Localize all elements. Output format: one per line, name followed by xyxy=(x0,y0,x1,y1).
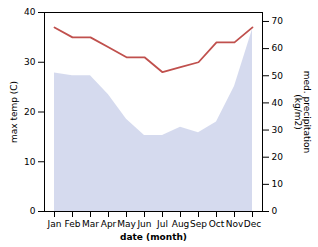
svg-text:Sep: Sep xyxy=(190,219,207,229)
svg-text:20: 20 xyxy=(24,107,36,117)
svg-text:0: 0 xyxy=(30,206,36,216)
svg-text:Dec: Dec xyxy=(244,219,261,229)
svg-text:Jun: Jun xyxy=(136,219,151,229)
svg-text:max temp (C): max temp (C) xyxy=(9,81,19,143)
svg-text:May: May xyxy=(117,219,136,229)
svg-text:Feb: Feb xyxy=(65,219,81,229)
svg-text:60: 60 xyxy=(272,43,284,53)
svg-text:Nov: Nov xyxy=(226,219,244,229)
svg-text:30: 30 xyxy=(272,125,284,135)
svg-text:0: 0 xyxy=(272,206,278,216)
svg-text:20: 20 xyxy=(272,152,284,162)
svg-text:Apr: Apr xyxy=(101,219,117,229)
svg-text:50: 50 xyxy=(272,71,284,81)
svg-text:10: 10 xyxy=(24,157,36,167)
svg-text:10: 10 xyxy=(272,179,284,189)
svg-text:Mar: Mar xyxy=(82,219,99,229)
svg-text:date (month): date (month) xyxy=(120,232,187,242)
svg-text:40: 40 xyxy=(272,98,284,108)
svg-text:40: 40 xyxy=(24,7,36,17)
svg-text:30: 30 xyxy=(24,57,36,67)
svg-text:70: 70 xyxy=(272,16,284,26)
svg-text:Oct: Oct xyxy=(209,219,225,229)
svg-text:Jul: Jul xyxy=(156,219,168,229)
svg-text:Aug: Aug xyxy=(172,219,190,229)
svg-text:Jan: Jan xyxy=(47,219,62,229)
svg-text:med. precipitation(kg/m2): med. precipitation(kg/m2) xyxy=(293,71,312,153)
